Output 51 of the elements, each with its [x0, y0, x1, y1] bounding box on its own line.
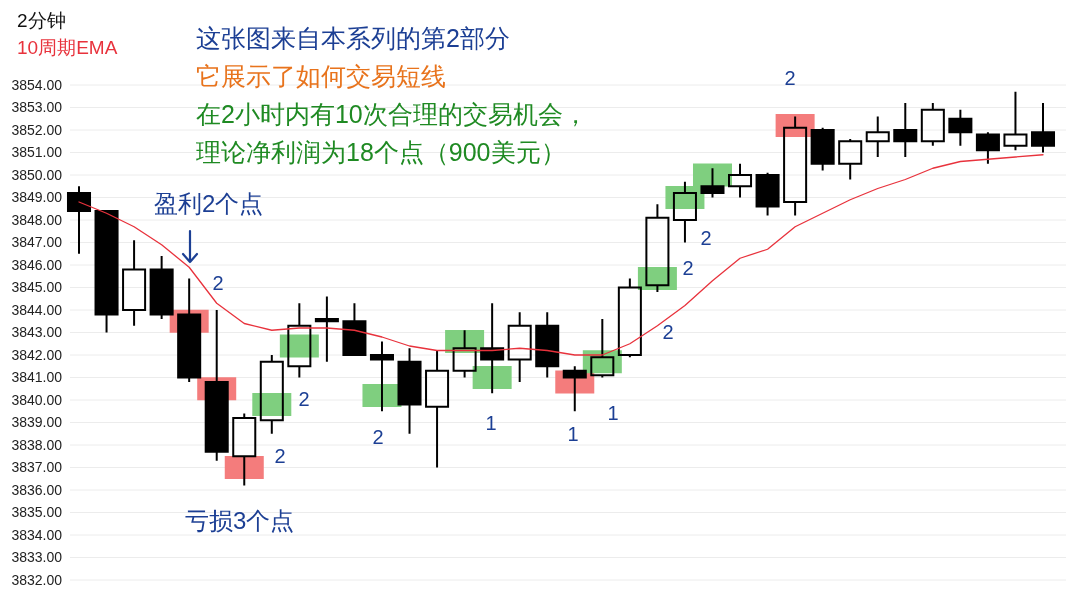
y-tick-label: 3832.00 [11, 571, 63, 588]
y-tick-label: 3853.00 [11, 99, 63, 116]
y-tick-label: 3840.00 [11, 391, 63, 408]
y-tick-label: 3846.00 [11, 256, 63, 273]
candlestick [893, 102, 918, 158]
chart-title: 2分钟 [17, 9, 66, 31]
text: 10周期EMA [17, 36, 118, 58]
candlestick [535, 311, 560, 379]
candlestick [287, 302, 312, 379]
annotation: 2 [662, 321, 674, 343]
annotation: 理论净利润为18个点（900美元） [196, 138, 566, 166]
candlestick [122, 239, 147, 327]
y-tick-label: 3839.00 [11, 414, 63, 431]
annotation: 它展示了如何交易短线 [196, 62, 446, 90]
y-tick-label: 3838.00 [11, 436, 63, 453]
y-tick-label: 3851.00 [11, 144, 63, 161]
annotation: 2 [784, 67, 796, 89]
annotation: 1 [567, 423, 579, 445]
text: 这张图来自本系列的第2部分 [196, 24, 510, 52]
annotation: 盈利2个点 [154, 189, 264, 217]
y-tick-label: 3847.00 [11, 234, 63, 251]
y-tick-label: 3837.00 [11, 459, 63, 476]
y-tick-label: 3852.00 [11, 121, 63, 138]
candlestick [314, 295, 339, 363]
y-tick-label: 3850.00 [11, 166, 63, 183]
y-tick-label: 3844.00 [11, 301, 63, 318]
annotation: 1 [607, 402, 619, 424]
candlestick [425, 349, 450, 469]
annotation: 1 [485, 412, 497, 434]
y-tick-label: 3841.00 [11, 369, 63, 386]
y-tick-label: 3849.00 [11, 189, 63, 206]
y-tick-label: 3833.00 [11, 549, 63, 566]
y-tick-label: 3842.00 [11, 346, 63, 363]
y-tick-label: 3836.00 [11, 481, 63, 498]
annotation: 亏损3个点 [185, 506, 295, 534]
annotation: 2 [372, 426, 384, 448]
candlestick [397, 347, 422, 435]
y-tick-label: 3843.00 [11, 324, 63, 341]
annotation: 2 [212, 272, 224, 294]
candlestick [480, 302, 505, 395]
y-tick-label: 3845.00 [11, 279, 63, 296]
y-tick-label: 3854.00 [11, 76, 63, 93]
annotation: 2 [700, 227, 712, 249]
annotation: 在2小时内有10次合理的交易机会， [196, 100, 588, 128]
candlestick [507, 311, 532, 383]
y-tick-label: 3848.00 [11, 211, 63, 228]
y-tick-label: 3835.00 [11, 504, 63, 521]
annotation: 2 [274, 445, 286, 467]
annotation: 2 [682, 257, 694, 279]
y-tick-label: 3834.00 [11, 526, 63, 543]
annotation: 2 [298, 388, 310, 410]
